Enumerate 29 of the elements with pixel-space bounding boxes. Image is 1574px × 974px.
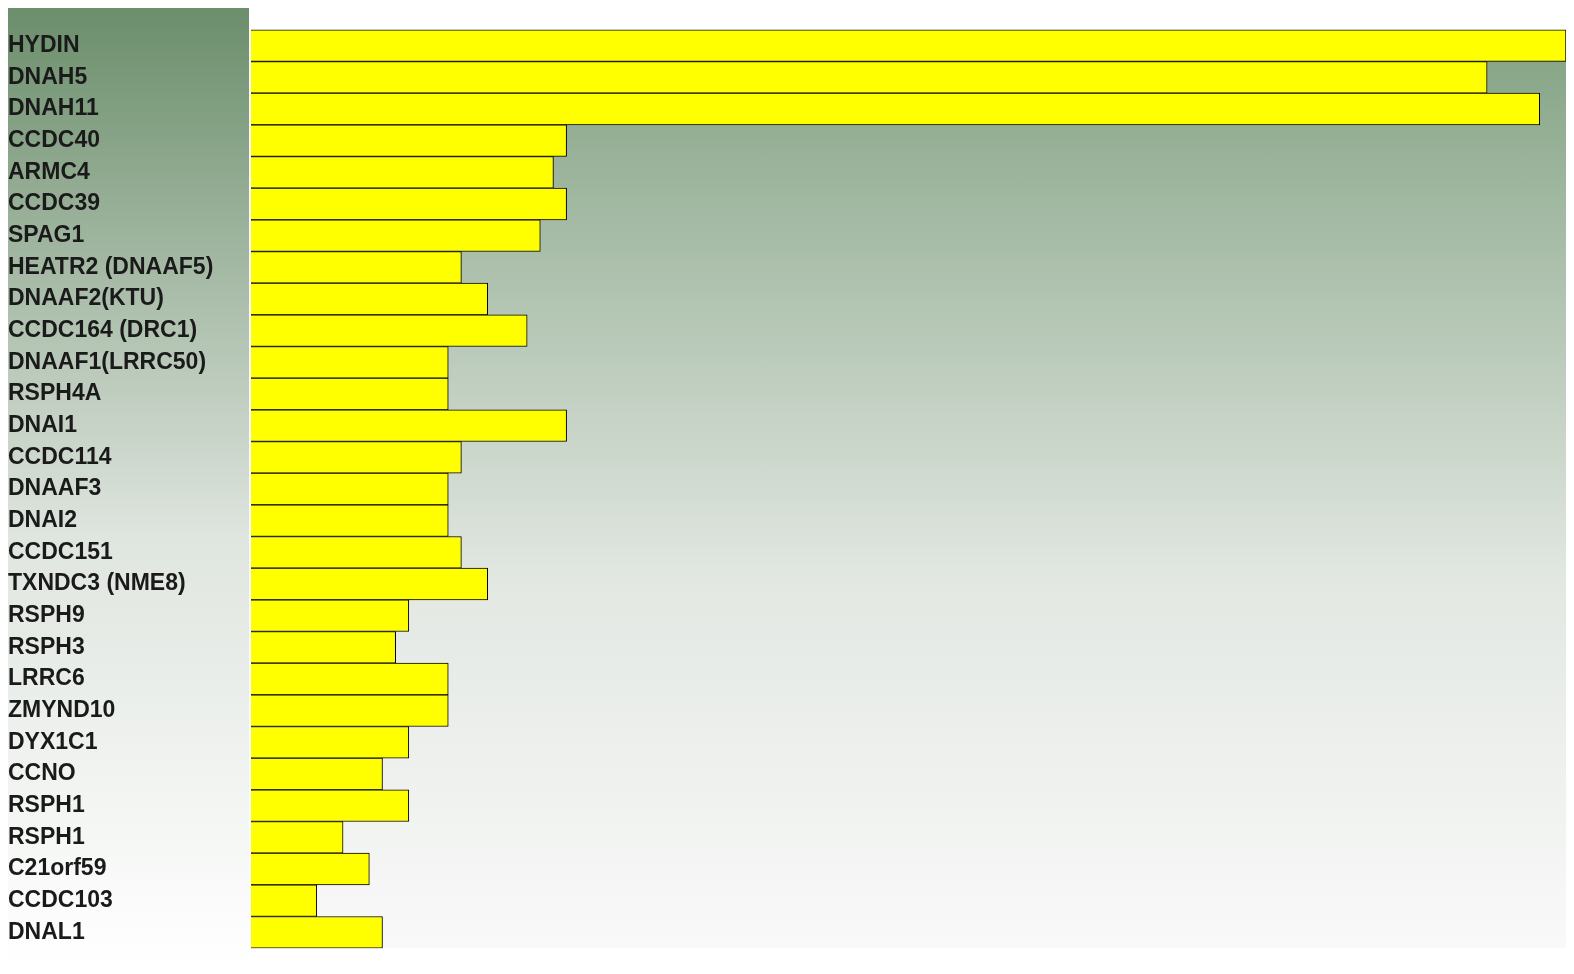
y-tick-label: CCDC114 [8,442,112,469]
y-tick-label: CCDC39 [8,189,101,216]
y-tick-label: ARMC4 [8,157,90,184]
y-tick-label: RSPH1 [8,822,85,849]
y-tick-label: RSPH1 [8,791,85,818]
y-tick-label: CCDC151 [8,537,114,564]
y-tick-label: CCNO [8,759,76,786]
y-tick-label: CCDC40 [8,125,101,152]
y-tick-label: DYX1C1 [8,727,98,754]
y-tick-label: DNAH11 [8,94,99,121]
y-tick-label: TXNDC3 (NME8) [8,569,186,596]
y-tick-label: DNAI1 [8,411,78,438]
y-tick-label: DNAAF3 [8,474,102,501]
y-tick-label: ZMYND10 [8,696,116,723]
y-tick-label: DNAAF2(KTU) [8,284,164,311]
y-tick-label: HEATR2 (DNAAF5) [8,252,214,279]
y-tick-label: CCDC164 (DRC1) [8,316,198,342]
y-tick-label: DNAAF1(LRRC50) [8,347,207,374]
y-tick-label: RSPH3 [8,632,85,659]
y-tick-label: RSPH9 [8,601,85,628]
y-tick-label: CCDC103 [8,886,113,913]
y-tick-label: DNAI2 [8,506,78,533]
y-tick-label: C21orf59 [8,854,107,881]
y-tick-label: DNAH5 [8,62,88,89]
y-tick-label: HYDIN [8,30,80,57]
y-tick-label: RSPH4A [8,379,102,406]
y-tick-label: DNAL1 [8,917,85,944]
y-tick-label: LRRC6 [8,664,85,691]
y-tick-label: SPAG1 [8,220,85,247]
